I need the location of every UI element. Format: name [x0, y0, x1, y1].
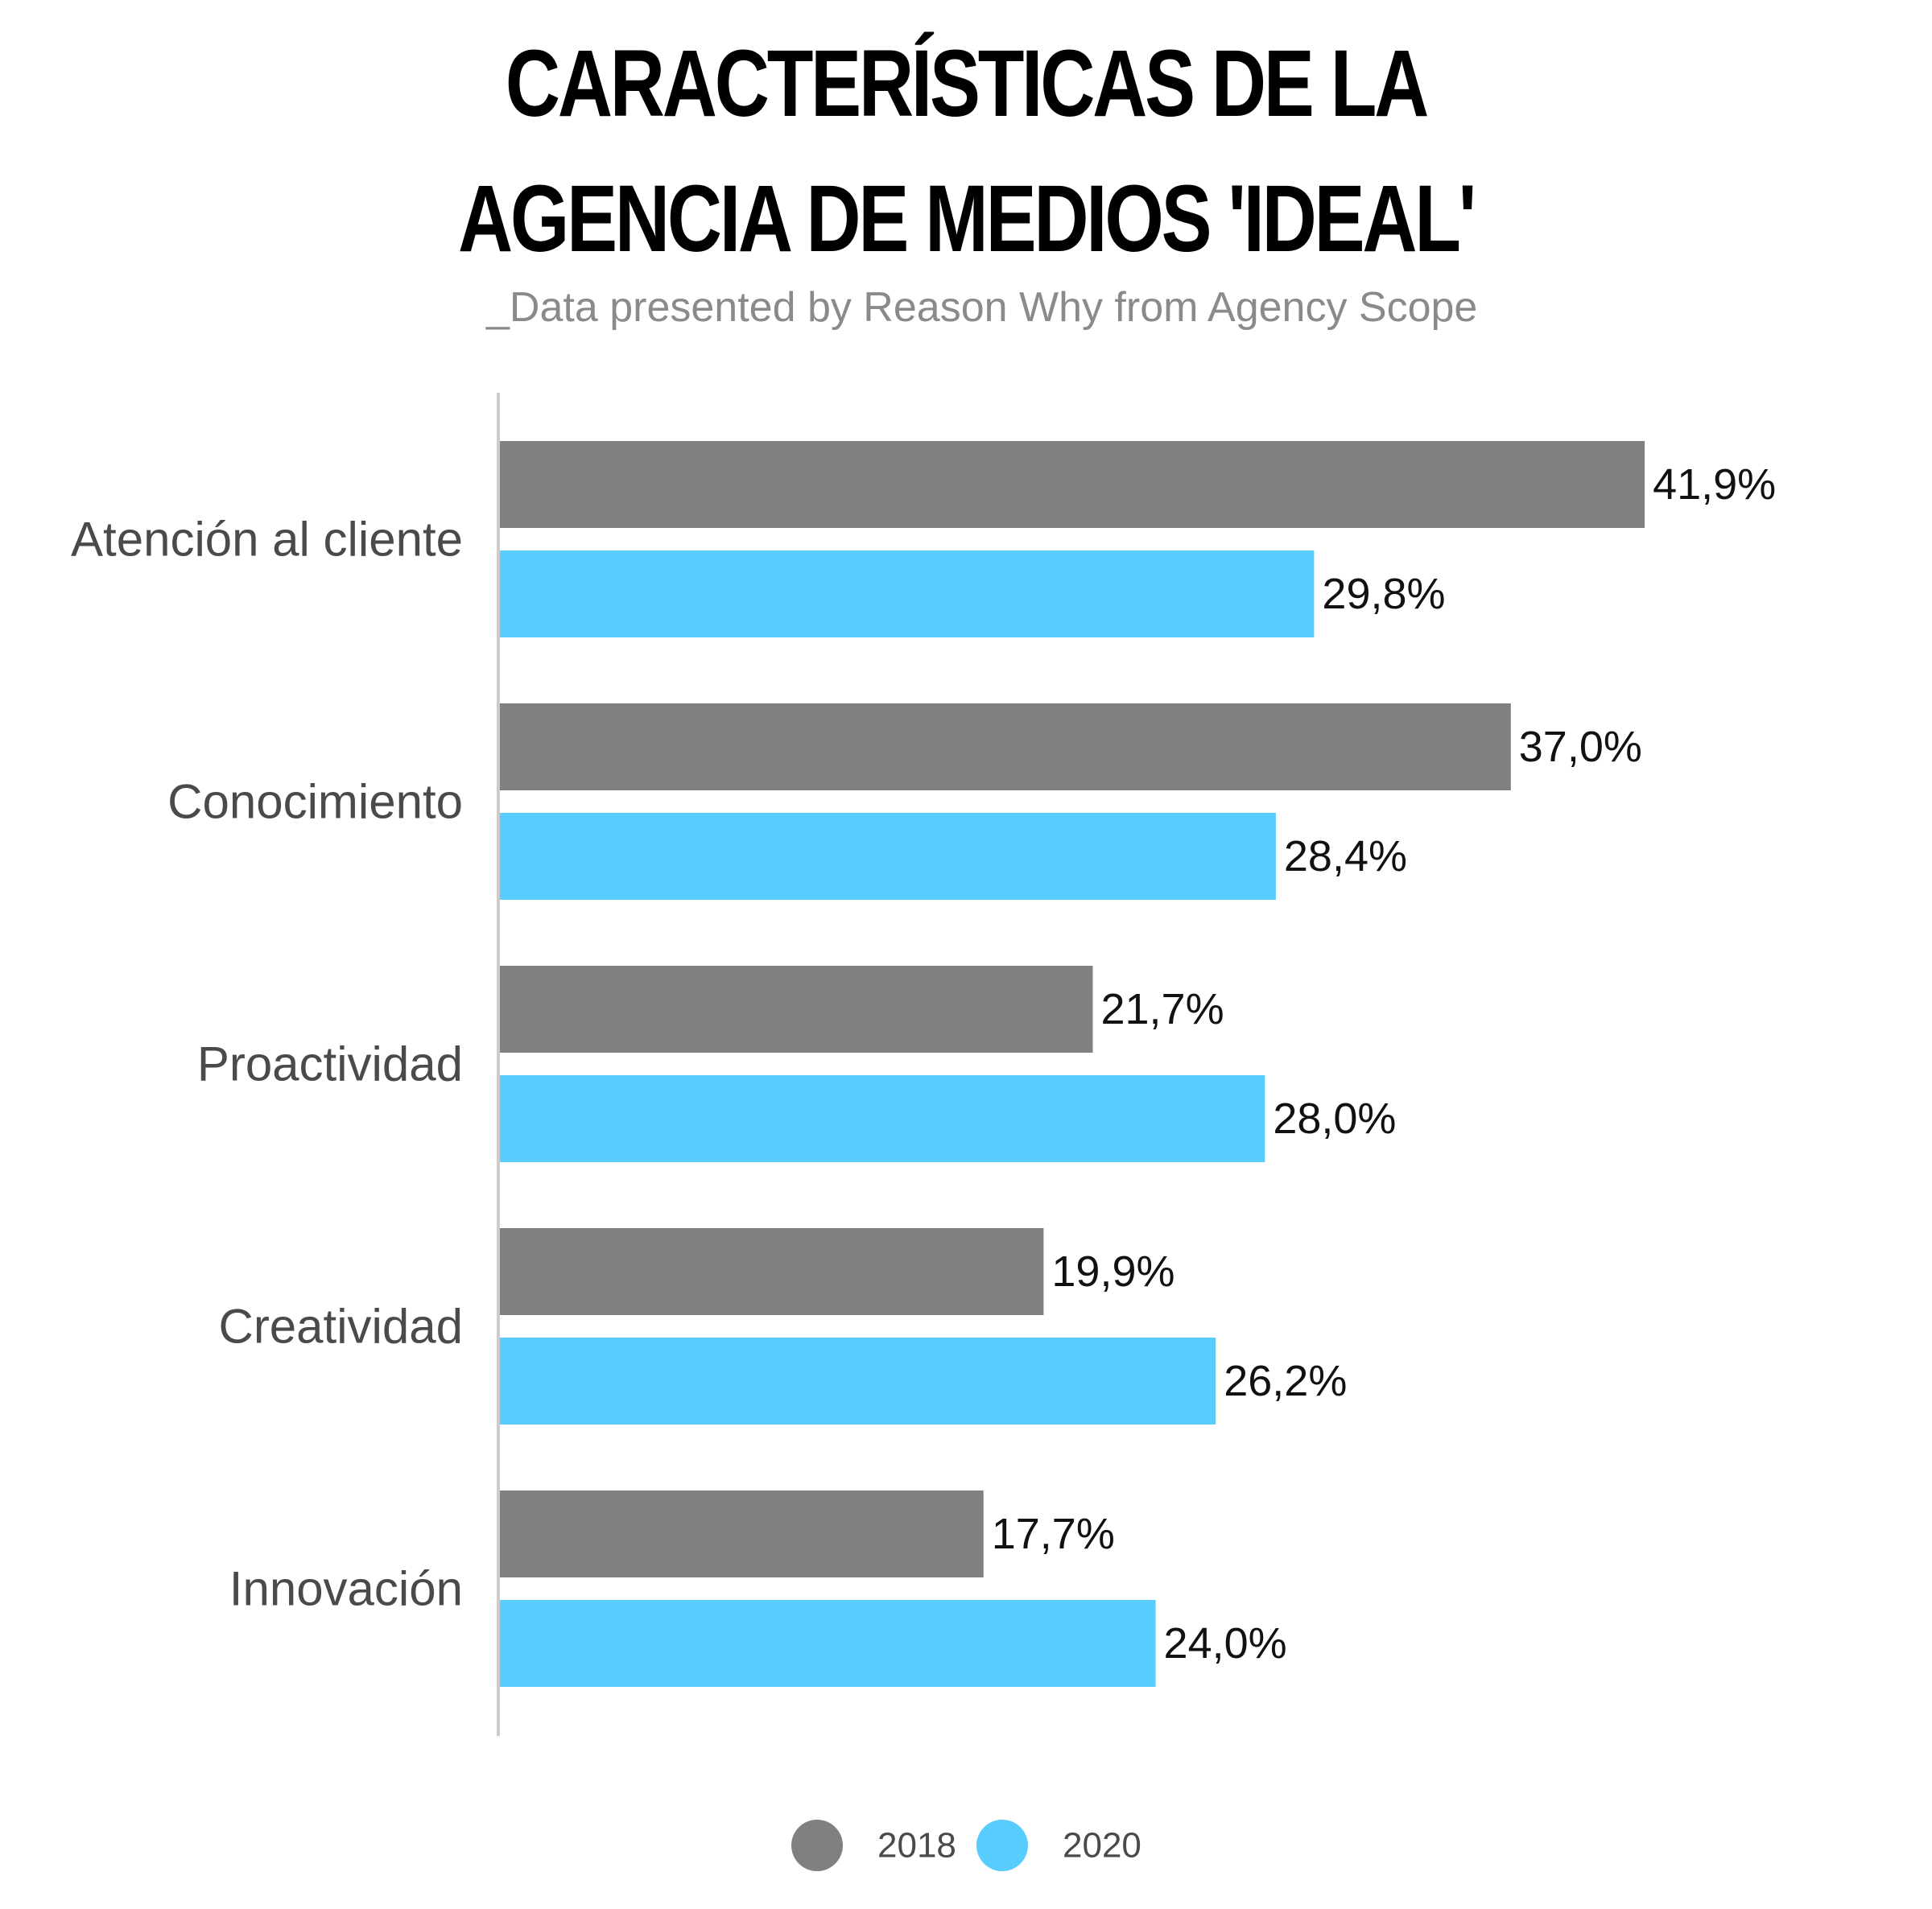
legend-label-2018: 2018: [877, 1826, 956, 1866]
chart-title-line-1: CARACTERÍSTICAS DE LA: [505, 31, 1429, 137]
value-label: 21,7%: [1100, 985, 1224, 1033]
legend-swatch-2020: [976, 1820, 1028, 1871]
value-label: 41,9%: [1653, 460, 1776, 509]
bar-2018: [500, 966, 1093, 1053]
value-label: 29,8%: [1322, 570, 1445, 618]
category-label: Creatividad: [219, 1300, 464, 1354]
bar-2020: [500, 813, 1276, 900]
category-label: Proactividad: [197, 1037, 463, 1091]
bar-2020: [500, 1075, 1265, 1162]
category-label: Atención al cliente: [71, 513, 463, 567]
value-label: 26,2%: [1224, 1357, 1347, 1405]
legend-swatch-2018: [791, 1820, 843, 1871]
chart-title: CARACTERÍSTICAS DE LA AGENCIA DE MEDIOS …: [193, 16, 1739, 287]
value-label: 37,0%: [1519, 723, 1642, 771]
chart-subtitle: _Data presented by Reason Why from Agenc…: [486, 284, 1478, 331]
value-label: 17,7%: [992, 1510, 1115, 1558]
chart-title-line-2: AGENCIA DE MEDIOS 'IDEAL': [457, 166, 1476, 272]
category-label: Innovación: [229, 1562, 463, 1616]
legend-label-2020: 2020: [1063, 1826, 1141, 1866]
value-label: 28,4%: [1284, 832, 1407, 880]
category-label: Conocimiento: [167, 775, 463, 829]
bar-2018: [500, 703, 1511, 790]
value-label: 19,9%: [1051, 1247, 1174, 1296]
value-label: 24,0%: [1164, 1619, 1287, 1668]
bar-2020: [500, 1338, 1216, 1425]
bar-2018: [500, 1491, 984, 1577]
bar-2020: [500, 550, 1315, 637]
value-label: 28,0%: [1273, 1095, 1396, 1143]
bars-layer: Atención al cliente 41,9% 29,8% Conocimient…: [71, 441, 1776, 1687]
bar-2018: [500, 1228, 1044, 1315]
bar-2020: [500, 1600, 1156, 1687]
legend: 2018 2020: [791, 1820, 1141, 1871]
bar-2018: [500, 441, 1645, 528]
